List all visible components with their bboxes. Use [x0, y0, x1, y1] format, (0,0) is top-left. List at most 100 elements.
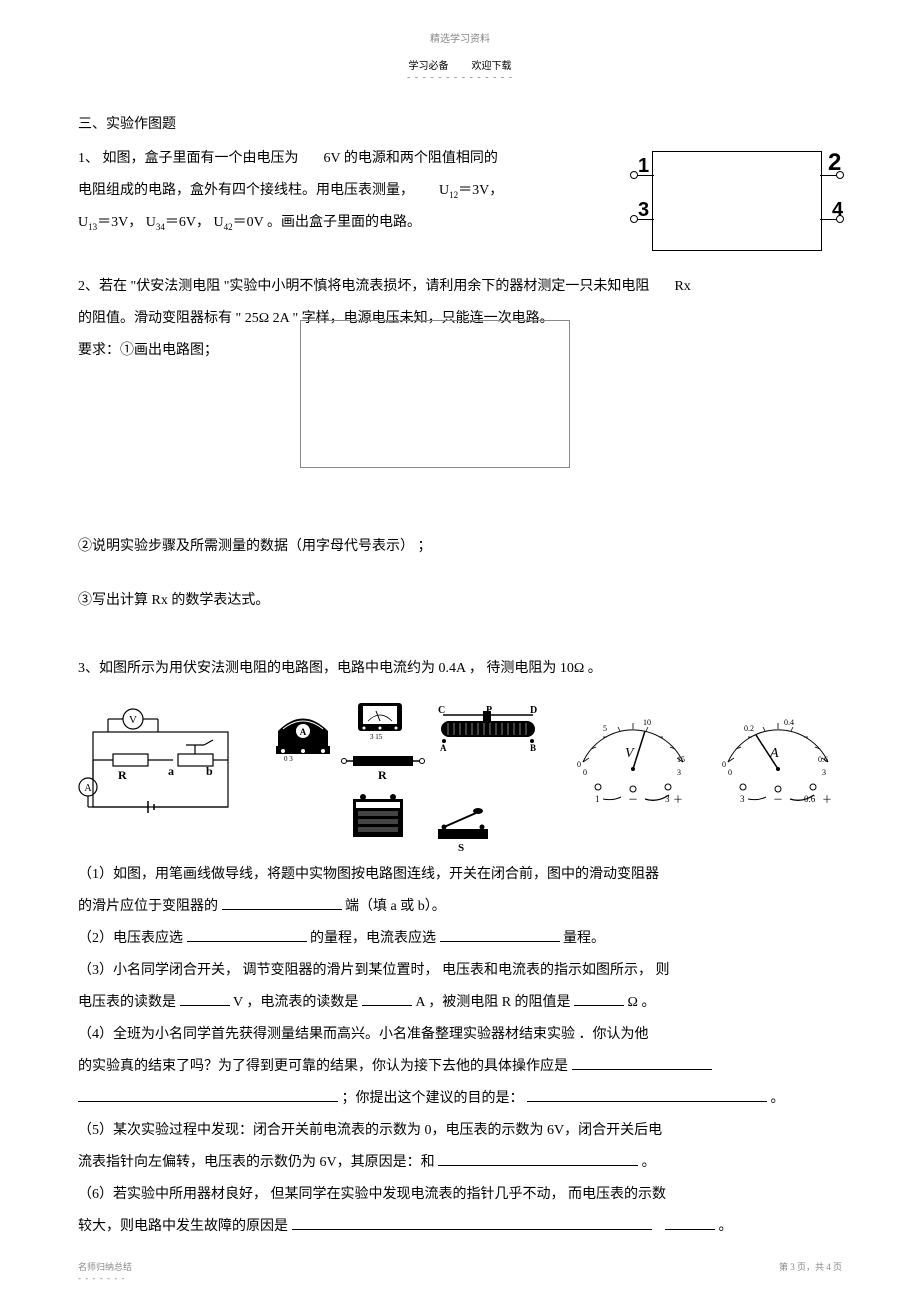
q3-sub6b-b: 。: [719, 1219, 733, 1234]
q3-sub4c: ；你提出这个建议的目的是： 。: [78, 1085, 842, 1113]
switch-device: S: [438, 808, 488, 851]
q3-sub6b: 较大，则电路中发生故障的原因是 。: [78, 1213, 842, 1241]
resistor-device: R: [342, 756, 425, 782]
svg-text:3: 3: [677, 768, 681, 777]
svg-text:A: A: [84, 783, 92, 794]
section-title: 三、实验作图题: [78, 113, 842, 133]
q2-line5: ③写出计算 Rx 的数学表达式。: [78, 587, 842, 615]
blank-a-reading: [362, 992, 412, 1006]
svg-text:V: V: [129, 714, 137, 726]
q3-sub3b-a: 电压表的读数是: [78, 995, 176, 1010]
blank-r-value: [574, 992, 624, 1006]
q3-sub2: （2）电压表应选 的量程，电流表应选 量程。: [78, 925, 842, 953]
svg-text:a: a: [168, 764, 174, 778]
svg-text:3: 3: [822, 768, 826, 777]
page-footer: 名师归纳总结 第 3 页，共 4 页: [78, 1260, 842, 1273]
circuit-diagram: V R a b A: [78, 707, 238, 817]
q3-title: 3、如图所示为用伏安法测电阻的电路图，电路中电流约为 0.4A ， 待测电阻为 …: [78, 655, 842, 683]
q1-container: 1、 如图，盒子里面有一个由电压为 6V 的电源和两个阻值相同的 电阻组成的电路…: [78, 145, 842, 237]
svg-text:S: S: [458, 842, 464, 851]
q2-l1a: 2、若在 "伏安法测电阻 "实验中小明不慎将电流表损坏，请利用余下的器材测定一只…: [78, 279, 649, 294]
svg-text:5: 5: [603, 724, 607, 733]
blank-v-reading: [180, 992, 230, 1006]
terminal-1-label: 1: [638, 155, 649, 178]
equipment-layout: A 0 3 3 15 C P D: [258, 701, 558, 851]
q1-l3b: ＝3V， U: [97, 215, 156, 230]
blank-reason5: [438, 1152, 638, 1166]
q1-line2: 电阻组成的电路，盒外有四个接线柱。用电压表测量， U12＝3V，: [78, 177, 618, 205]
doc-header-sub: 学习必备 欢迎下载 - - - - - - - - - - - - - -: [78, 57, 842, 83]
ammeter-device: A 0 3: [276, 719, 330, 764]
q3-sub4a: （4）全班为小名同学首先获得测量结果而高兴。小名准备整理实验器材结束实验 ．你认…: [78, 1021, 842, 1049]
q3-sub4b-text: 的实验真的结束了吗？为了得到更可靠的结果，你认为接下去他的具体操作应是: [78, 1059, 568, 1074]
svg-text:V: V: [625, 746, 635, 761]
q1-sub42: 42: [224, 222, 233, 232]
svg-text:－: －: [773, 795, 783, 806]
q1-l3d: ＝0V 。画出盒子里面的电路。: [233, 215, 421, 230]
q1-l3c: ＝6V， U: [165, 215, 224, 230]
doc-header-top: 精选学习资料: [78, 30, 842, 45]
terminal-1-circle: [630, 171, 638, 179]
terminal-3-label: 3: [638, 199, 649, 222]
q3-sub1: （1）如图，用笔画线做导线，将题中实物图按电路图连线，开关在闭合前，图中的滑动变…: [78, 861, 842, 889]
q1-l1a: 1、 如图，盒子里面有一个由电压为: [78, 151, 299, 166]
q3-sub5b-b: 。: [642, 1155, 656, 1170]
footer-left: 名师归纳总结: [78, 1260, 132, 1273]
q3-sub6b-a: 较大，则电路中发生故障的原因是: [78, 1219, 288, 1234]
svg-text:0: 0: [577, 760, 581, 769]
svg-text:A: A: [300, 727, 307, 737]
q1-l2b: U: [439, 183, 449, 198]
q2-line1: 2、若在 "伏安法测电阻 "实验中小明不慎将电流表损坏，请利用余下的器材测定一只…: [78, 273, 842, 301]
q3-questions: （1）如图，用笔画线做导线，将题中实物图按电路图连线，开关在闭合前，图中的滑动变…: [78, 861, 842, 1241]
footer-dashes: - - - - - - -: [78, 1273, 125, 1283]
q3-images-row: V R a b A A 0 3: [78, 701, 842, 857]
q3-sub3b-d: Ω 。: [628, 995, 656, 1010]
header-right: 欢迎下载: [472, 61, 512, 72]
svg-text:b: b: [206, 764, 213, 778]
q3-sub5b-a: 流表指针向左偏转，电压表的示数仍为 6V，其原因是：和: [78, 1155, 435, 1170]
terminal-4-label: 4: [832, 199, 843, 222]
svg-text:0: 0: [583, 768, 587, 777]
svg-text:＋: ＋: [822, 795, 832, 806]
q1-l2a: 电阻组成的电路，盒外有四个接线柱。用电压表测量，: [78, 183, 414, 198]
q1-sub12: 12: [449, 190, 458, 200]
ammeter-dial: 0 0.2 0.4 0.6 A 0 3 3 0.6 － ＋: [718, 707, 838, 807]
svg-text:3 15: 3 15: [370, 733, 383, 741]
q1-line3: U13＝3V， U34＝6V， U42＝0V 。画出盒子里面的电路。: [78, 209, 618, 237]
q2-l1b: Rx: [674, 279, 690, 294]
svg-text:R: R: [118, 768, 127, 782]
blank-next-op: [572, 1056, 712, 1070]
terminal-3-circle: [630, 215, 638, 223]
blank-slider-end: [222, 896, 342, 910]
header-left: 学习必备: [409, 61, 449, 72]
svg-text:0 3: 0 3: [284, 755, 293, 763]
svg-text:＋: ＋: [673, 795, 683, 806]
q3-sub4c-a: ；你提出这个建议的目的是：: [342, 1091, 524, 1106]
blank-next-op2: [78, 1088, 338, 1102]
svg-text:0: 0: [728, 768, 732, 777]
box-rectangle: [652, 151, 822, 251]
q2-circuit-box: [300, 320, 570, 468]
voltmeter-dial: 0 5 10 15 V 0 3 1 3 － ＋: [573, 707, 693, 807]
footer-right: 第 3 页，共 4 页: [779, 1260, 842, 1273]
q3-sub3b: 电压表的读数是 V ，电流表的读数是 A ，被测电阻 R 的阻值是 Ω 。: [78, 989, 842, 1017]
blank-fault: [292, 1216, 652, 1230]
svg-text:0.4: 0.4: [784, 718, 794, 727]
svg-text:0: 0: [722, 760, 726, 769]
q3-sub1b: 的滑片应位于变阻器的 端（填 a 或 b）。: [78, 893, 842, 921]
svg-text:3: 3: [740, 794, 745, 804]
q2-line4: ②说明实验步骤及所需测量的数据（用字母代号表示） ；: [78, 533, 842, 561]
q3-sub3a: （3）小名同学闭合开关， 调节变阻器的滑片到某位置时， 电压表和电流表的指示如图…: [78, 957, 842, 985]
q3-sub6a: （6）若实验中所用器材良好， 但某同学在实验中发现电流表的指针几乎不动， 而电压…: [78, 1181, 842, 1209]
q3-sub5b: 流表指针向左偏转，电压表的示数仍为 6V，其原因是：和 。: [78, 1149, 842, 1177]
blank-purpose: [527, 1088, 767, 1102]
header-dashes: - - - - - - - - - - - - - -: [407, 72, 513, 83]
q1-line1: 1、 如图，盒子里面有一个由电压为 6V 的电源和两个阻值相同的: [78, 145, 618, 173]
q1-sub13: 13: [88, 222, 97, 232]
q3-sub3b-c: A ，被测电阻 R 的阻值是: [415, 995, 570, 1010]
svg-text:1: 1: [595, 794, 600, 804]
rheostat-device: C P D A B: [438, 705, 537, 753]
q3-sub5a: （5）某次实验过程中发现：闭合开关前电流表的示数为 0，电压表的示数为 6V，闭…: [78, 1117, 842, 1145]
q1-sub34: 34: [156, 222, 165, 232]
q3-sub4b: 的实验真的结束了吗？为了得到更可靠的结果，你认为接下去他的具体操作应是: [78, 1053, 842, 1081]
